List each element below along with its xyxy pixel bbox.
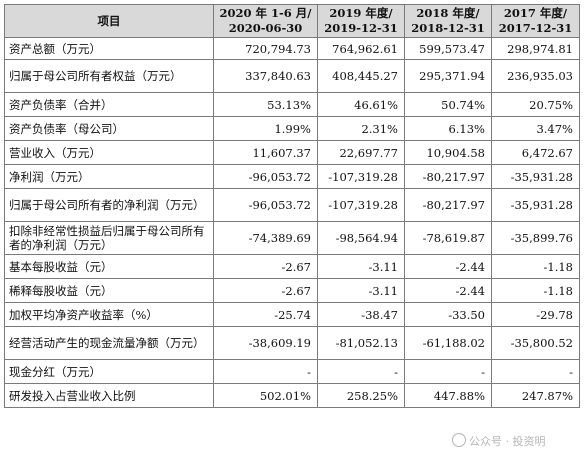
row-label: 资产负债率（合并） <box>4 92 214 117</box>
header-period-2019: 2019 年度/2019-12-31 <box>317 4 405 38</box>
table-cell: 10,904.58 <box>404 140 492 165</box>
table-cell: 447.88% <box>404 383 492 408</box>
table-row: 扣除非经常性损益后归属于母公司所有者的净利润（万元） -74,389.69 -9… <box>4 221 580 255</box>
table-cell: -78,619.87 <box>404 221 492 255</box>
table-cell: 1.99% <box>213 116 318 141</box>
table-row: 归属于母公司所有者的净利润（万元） -96,053.72 -107,319.28… <box>4 188 580 222</box>
row-label: 归属于母公司所有者权益（万元） <box>4 59 214 93</box>
table-cell: -33.50 <box>404 302 492 327</box>
row-label: 归属于母公司所有者的净利润（万元） <box>4 188 214 222</box>
table-cell: -74,389.69 <box>213 221 318 255</box>
table-row: 净利润（万元） -96,053.72 -107,319.28 -80,217.9… <box>4 164 580 189</box>
financial-data-table: 项目 2020 年 1-6 月/2020-06-30 2019 年度/2019-… <box>4 4 580 408</box>
table-cell: 502.01% <box>213 383 318 408</box>
row-label: 稀释每股收益（元） <box>4 278 214 303</box>
table-row: 归属于母公司所有者权益（万元） 337,840.63 408,445.27 29… <box>4 59 580 93</box>
row-label: 现金分红（万元） <box>4 359 214 384</box>
table-cell: 2.31% <box>317 116 405 141</box>
row-label: 加权平均净资产收益率（%） <box>4 302 214 327</box>
table-cell: -1.18 <box>491 254 580 279</box>
table-cell: 53.13% <box>213 92 318 117</box>
table-cell: 6,472.67 <box>491 140 580 165</box>
table-row: 资产负债率（合并） 53.13% 46.61% 50.74% 20.75% <box>4 92 580 117</box>
row-label: 营业收入（万元） <box>4 140 214 165</box>
table-cell: -2.67 <box>213 278 318 303</box>
table-cell: 3.47% <box>491 116 580 141</box>
table-row: 营业收入（万元） 11,607.37 22,697.77 10,904.58 6… <box>4 140 580 165</box>
row-label: 经营活动产生的现金流量净额（万元） <box>4 326 214 360</box>
header-period-2018: 2018 年度/2018-12-31 <box>404 4 492 38</box>
table-cell: 720,794.73 <box>213 37 318 60</box>
table-cell: 236,935.03 <box>491 59 580 93</box>
table-row: 现金分红（万元） - - - - <box>4 359 580 384</box>
table-cell: -61,188.02 <box>404 326 492 360</box>
table-cell: -2.67 <box>213 254 318 279</box>
table-cell: 6.13% <box>404 116 492 141</box>
table-cell: - <box>317 359 405 384</box>
row-label: 资产总额（万元） <box>4 37 214 60</box>
table-cell: -2.44 <box>404 254 492 279</box>
table-cell: -80,217.97 <box>404 188 492 222</box>
table-row: 稀释每股收益（元） -2.67 -3.11 -2.44 -1.18 <box>4 278 580 303</box>
table-cell: 50.74% <box>404 92 492 117</box>
table-cell: - <box>491 359 580 384</box>
table-cell: 22,697.77 <box>317 140 405 165</box>
table-cell: -80,217.97 <box>404 164 492 189</box>
table-cell: 20.75% <box>491 92 580 117</box>
table-cell: -25.74 <box>213 302 318 327</box>
table-cell: -98,564.94 <box>317 221 405 255</box>
table-cell: -96,053.72 <box>213 164 318 189</box>
financial-data-table-container: 项目 2020 年 1-6 月/2020-06-30 2019 年度/2019-… <box>4 4 580 461</box>
table-cell: - <box>404 359 492 384</box>
header-period-2020h1: 2020 年 1-6 月/2020-06-30 <box>213 4 318 38</box>
table-header-row: 项目 2020 年 1-6 月/2020-06-30 2019 年度/2019-… <box>4 4 580 38</box>
table-cell: 247.87% <box>491 383 580 408</box>
row-label: 净利润（万元） <box>4 164 214 189</box>
table-cell: -2.44 <box>404 278 492 303</box>
table-cell: -107,319.28 <box>317 164 405 189</box>
table-cell: 258.25% <box>317 383 405 408</box>
row-label: 基本每股收益（元） <box>4 254 214 279</box>
table-cell: -3.11 <box>317 254 405 279</box>
table-cell: -35,931.28 <box>491 164 580 189</box>
row-label: 研发投入占营业收入比例 <box>4 383 214 408</box>
table-cell: -35,800.52 <box>491 326 580 360</box>
row-label: 资产负债率（母公司） <box>4 116 214 141</box>
table-cell: -96,053.72 <box>213 188 318 222</box>
table-cell: 11,607.37 <box>213 140 318 165</box>
table-cell: - <box>213 359 318 384</box>
table-row: 资产总额（万元） 720,794.73 764,962.61 599,573.4… <box>4 37 580 60</box>
table-cell: 764,962.61 <box>317 37 405 60</box>
table-cell: 337,840.63 <box>213 59 318 93</box>
table-row: 加权平均净资产收益率（%） -25.74 -38.47 -33.50 -29.7… <box>4 302 580 327</box>
table-row: 资产负债率（母公司） 1.99% 2.31% 6.13% 3.47% <box>4 116 580 141</box>
table-cell: -38.47 <box>317 302 405 327</box>
table-cell: -29.78 <box>491 302 580 327</box>
table-row: 研发投入占营业收入比例 502.01% 258.25% 447.88% 247.… <box>4 383 580 408</box>
table-cell: 408,445.27 <box>317 59 405 93</box>
table-cell: 46.61% <box>317 92 405 117</box>
table-cell: -35,899.76 <box>491 221 580 255</box>
header-item: 项目 <box>4 4 214 38</box>
table-cell: 599,573.47 <box>404 37 492 60</box>
table-cell: 298,974.81 <box>491 37 580 60</box>
row-label: 扣除非经常性损益后归属于母公司所有者的净利润（万元） <box>4 221 214 255</box>
table-row: 经营活动产生的现金流量净额（万元） -38,609.19 -81,052.13 … <box>4 326 580 360</box>
table-cell: 295,371.94 <box>404 59 492 93</box>
header-period-2017: 2017 年度/2017-12-31 <box>491 4 580 38</box>
table-cell: -1.18 <box>491 278 580 303</box>
table-row: 基本每股收益（元） -2.67 -3.11 -2.44 -1.18 <box>4 254 580 279</box>
table-cell: -38,609.19 <box>213 326 318 360</box>
table-cell: -81,052.13 <box>317 326 405 360</box>
table-cell: -3.11 <box>317 278 405 303</box>
table-cell: -107,319.28 <box>317 188 405 222</box>
table-cell: -35,931.28 <box>491 188 580 222</box>
